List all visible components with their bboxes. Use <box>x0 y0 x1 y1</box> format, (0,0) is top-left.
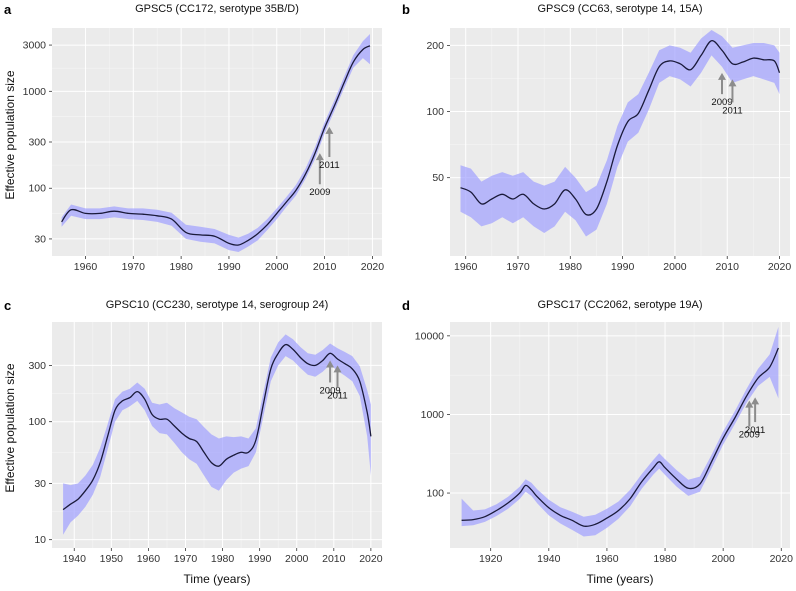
panel-letter: d <box>402 298 410 313</box>
x-tick-label: 1960 <box>74 261 98 273</box>
arrowhead-2009 <box>326 360 335 368</box>
x-tick-label: 1970 <box>122 261 146 273</box>
panel-letter: b <box>402 2 410 17</box>
arrowhead-2011 <box>751 397 760 405</box>
annotation-2009: 2009 <box>309 187 330 198</box>
x-tick-label: 1980 <box>211 553 235 565</box>
confidence-band <box>63 334 371 535</box>
median-line <box>61 45 371 246</box>
arrowhead-2011 <box>333 365 342 373</box>
annotation-2011: 2011 <box>327 390 347 401</box>
confidence-band <box>61 34 370 252</box>
x-tick-label: 1960 <box>137 553 161 565</box>
x-tick-label: 1940 <box>537 553 561 565</box>
annotation-2011: 2011 <box>722 105 742 116</box>
annotation-2011: 2011 <box>319 160 339 171</box>
panel-d: 1920 1940 1960 1980 2000 2020 100 1000 10000 2009… <box>402 298 793 586</box>
panel-b: 1960 1970 1980 1990 2000 2010 2020 50 100 200 2009… <box>402 2 791 273</box>
panel-title: GPSC5 (CC172, serotype 35B/D) <box>135 3 299 15</box>
annotation-2009: 2009 <box>711 97 732 108</box>
median-line <box>460 40 781 216</box>
x-tick-label: 1980 <box>169 261 193 273</box>
x-axis-label: Time (years) <box>587 572 654 586</box>
annotation-2009: 2009 <box>320 385 341 396</box>
panel-title: GPSC9 (CC63, serotype 14, 15A) <box>537 3 702 15</box>
y-tick-label: 100 <box>28 183 46 195</box>
x-tick-label: 2010 <box>322 553 346 565</box>
y-tick-label: 200 <box>426 40 444 52</box>
panel-c: 1940 1950 1960 1970 1980 1990 2000 2010 2020 10 30… <box>4 298 383 586</box>
y-tick-label: 30 <box>34 478 46 490</box>
arrowhead-2009 <box>745 400 754 408</box>
panel-letter: a <box>4 2 12 17</box>
x-tick-label: 1990 <box>611 261 635 273</box>
y-tick-label: 1000 <box>421 409 445 421</box>
x-tick-label: 2020 <box>359 553 383 565</box>
x-tick-label: 2020 <box>770 553 794 565</box>
y-tick-label: 100 <box>426 488 444 500</box>
y-tick-label: 50 <box>432 172 444 184</box>
y-tick-label: 100 <box>28 416 46 428</box>
x-tick-label: 1960 <box>595 553 619 565</box>
x-tick-label: 1960 <box>454 261 478 273</box>
y-tick-label: 3000 <box>23 40 47 52</box>
annotation-2011: 2011 <box>745 425 765 436</box>
x-tick-label: 1980 <box>559 261 583 273</box>
x-tick-label: 1990 <box>248 553 272 565</box>
y-tick-label: 10 <box>34 534 46 546</box>
x-tick-label: 2020 <box>768 261 792 273</box>
y-axis-label-top: Effective population size <box>3 70 17 200</box>
x-tick-label: 1940 <box>63 553 87 565</box>
arrowhead-2011 <box>728 79 737 87</box>
x-tick-label: 1980 <box>653 553 677 565</box>
x-tick-label: 2000 <box>663 261 687 273</box>
panel-title: GPSC10 (CC230, serotype 14, serogroup 24… <box>106 299 329 311</box>
x-tick-label: 2010 <box>313 261 337 273</box>
panel-a: 1960 1970 1980 1990 2000 2010 2020 30 100 300 1000… <box>4 2 384 273</box>
annotation-2009: 2009 <box>739 430 760 441</box>
arrowhead-2009 <box>718 72 726 80</box>
x-tick-label: 2000 <box>265 261 289 273</box>
y-tick-label: 30 <box>34 233 46 245</box>
x-tick-label: 1970 <box>506 261 530 273</box>
median-line <box>461 347 779 527</box>
panel-title: GPSC17 (CC2062, serotype 19A) <box>537 299 702 311</box>
y-tick-label: 100 <box>426 106 444 118</box>
x-tick-label: 1990 <box>217 261 241 273</box>
x-tick-label: 2000 <box>285 553 309 565</box>
y-tick-label: 300 <box>28 137 46 149</box>
x-tick-label: 1950 <box>100 553 124 565</box>
y-tick-label: 300 <box>28 360 46 372</box>
confidence-band <box>460 30 780 237</box>
x-tick-label: 1970 <box>174 553 198 565</box>
y-tick-label: 10000 <box>415 330 444 342</box>
arrowhead-2011 <box>325 126 334 134</box>
x-tick-label: 2010 <box>716 261 740 273</box>
y-tick-label: 1000 <box>23 86 47 98</box>
panel-letter: c <box>4 298 11 313</box>
arrowhead-2009 <box>315 153 324 161</box>
x-tick-label: 2000 <box>711 553 735 565</box>
median-line <box>62 343 372 511</box>
y-axis-label-bottom: Effective population size <box>3 363 17 493</box>
x-tick-label: 2020 <box>361 261 385 273</box>
x-tick-label: 1920 <box>479 553 503 565</box>
x-axis-label: Time (years) <box>184 572 251 586</box>
